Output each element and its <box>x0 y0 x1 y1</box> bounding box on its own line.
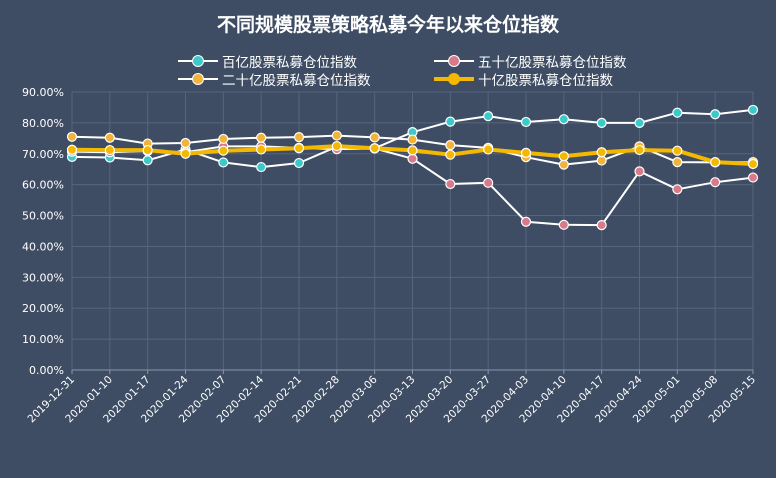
data-point <box>218 133 229 145</box>
data-point <box>104 132 115 143</box>
legend-swatch <box>434 72 474 86</box>
data-point <box>558 151 569 162</box>
data-point <box>747 158 759 170</box>
data-point <box>520 216 532 227</box>
data-point <box>483 144 494 155</box>
data-point <box>747 172 759 183</box>
data-point <box>445 116 456 127</box>
data-point <box>369 143 380 154</box>
data-point <box>672 107 683 118</box>
data-point <box>180 148 191 159</box>
data-point <box>596 220 607 231</box>
legend-item-series-2[interactable]: 五十亿股票私募仓位指数 <box>434 53 627 71</box>
y-tick-label: 80.00% <box>22 117 64 130</box>
y-tick-label: 40.00% <box>22 240 64 253</box>
data-point <box>218 157 229 168</box>
data-point <box>710 109 721 120</box>
y-tick-label: 10.00% <box>22 333 64 346</box>
data-point <box>218 145 229 156</box>
data-point <box>710 177 721 188</box>
data-point <box>634 117 645 128</box>
data-point <box>331 130 342 141</box>
legend-label: 二十亿股票私募仓位指数 <box>222 73 371 89</box>
data-point <box>407 153 418 164</box>
data-point <box>256 161 267 173</box>
data-point <box>142 155 153 166</box>
y-tick-label: 20.00% <box>22 302 64 315</box>
data-point <box>596 147 607 158</box>
data-point <box>520 147 532 158</box>
y-tick-label: 30.00% <box>22 271 64 284</box>
data-point <box>256 144 267 155</box>
data-point <box>596 155 607 166</box>
y-tick-label: 50.00% <box>22 210 64 223</box>
y-tick-label: 0.00% <box>29 364 64 377</box>
legend-label: 百亿股票私募仓位指数 <box>222 55 357 71</box>
data-point <box>66 144 78 155</box>
data-point <box>293 157 305 169</box>
data-point <box>445 140 456 151</box>
data-point <box>407 134 418 145</box>
y-tick-label: 90.00% <box>22 86 64 99</box>
data-point <box>558 219 569 230</box>
data-point <box>256 132 267 143</box>
data-point <box>710 157 721 168</box>
data-point <box>445 149 456 160</box>
data-point <box>66 131 78 142</box>
data-point <box>369 132 380 143</box>
legend-label: 五十亿股票私募仓位指数 <box>478 55 627 71</box>
legend-swatch <box>178 54 218 68</box>
data-point <box>672 157 683 168</box>
data-point <box>104 144 115 156</box>
data-point <box>483 110 494 122</box>
legend-label: 十亿股票私募仓位指数 <box>478 73 613 89</box>
legend-item-series-4[interactable]: 十亿股票私募仓位指数 <box>434 71 613 89</box>
data-point <box>293 131 305 143</box>
data-point <box>747 104 759 116</box>
data-point <box>180 137 191 149</box>
y-tick-label: 70.00% <box>22 148 64 161</box>
data-point <box>634 166 645 177</box>
chart-title: 不同规模股票策略私募今年以来仓位指数 <box>216 14 559 36</box>
data-point <box>520 116 532 128</box>
legend-swatch <box>178 72 218 86</box>
legend-swatch <box>434 54 474 68</box>
data-point <box>331 140 342 152</box>
data-point <box>445 178 456 190</box>
data-point <box>672 184 683 195</box>
data-point <box>483 177 494 188</box>
data-point <box>634 144 645 156</box>
data-point <box>293 143 305 154</box>
data-point <box>142 144 153 156</box>
legend-item-series-3[interactable]: 二十亿股票私募仓位指数 <box>178 71 371 89</box>
data-point <box>672 145 683 156</box>
data-point <box>558 114 569 125</box>
y-tick-label: 60.00% <box>22 179 64 192</box>
data-point <box>407 145 418 156</box>
data-point <box>558 159 569 170</box>
legend-item-series-1[interactable]: 百亿股票私募仓位指数 <box>178 53 357 71</box>
data-point <box>596 117 607 128</box>
